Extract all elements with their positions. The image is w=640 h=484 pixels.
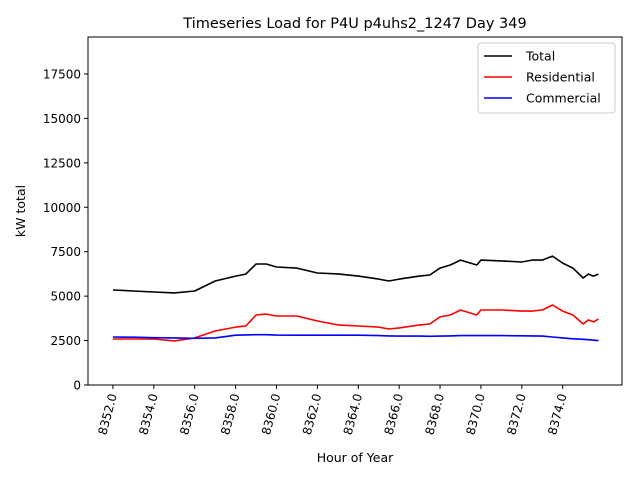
y-tick-label: 0: [73, 379, 81, 393]
y-tick-label: 5000: [50, 290, 81, 304]
x-tick-label: 8364.0: [341, 392, 365, 436]
x-tick-label: 8362.0: [300, 392, 324, 436]
y-tick-label: 17500: [43, 67, 81, 81]
y-tick-label: 12500: [43, 156, 81, 170]
x-tick-label: 8352.0: [95, 392, 119, 436]
x-tick-label: 8374.0: [545, 392, 569, 436]
x-tick-label: 8360.0: [259, 392, 283, 436]
legend-label: Total: [525, 49, 555, 64]
series-line-residential: [112, 304, 599, 342]
x-tick-label: 8356.0: [177, 392, 201, 436]
y-tick-label: 2500: [50, 334, 81, 348]
y-axis-label: kW total: [13, 185, 28, 237]
y-tick-label: 15000: [43, 112, 81, 126]
x-tick-label: 8366.0: [382, 392, 406, 436]
plot-frame: [87, 36, 623, 386]
y-tick-label: 10000: [43, 201, 81, 215]
x-axis-label: Hour of Year: [317, 450, 394, 465]
x-tick-label: 8358.0: [218, 392, 242, 436]
chart-title: Timeseries Load for P4U p4uhs2_1247 Day …: [182, 16, 526, 32]
x-tick-label: 8372.0: [504, 392, 528, 436]
legend-label: Commercial: [526, 91, 601, 106]
x-tick-label: 8368.0: [423, 392, 447, 436]
series-lines: [112, 255, 599, 342]
legend-label: Residential: [526, 70, 595, 85]
legend-box: [477, 42, 616, 114]
legend: Total Residential Commercial: [477, 42, 616, 114]
y-tick-label: 7500: [50, 245, 81, 259]
series-line-commercial: [112, 333, 599, 342]
x-tick-label: 8370.0: [463, 392, 487, 436]
x-tick-label: 8354.0: [136, 392, 160, 436]
series-line-total: [112, 255, 599, 294]
